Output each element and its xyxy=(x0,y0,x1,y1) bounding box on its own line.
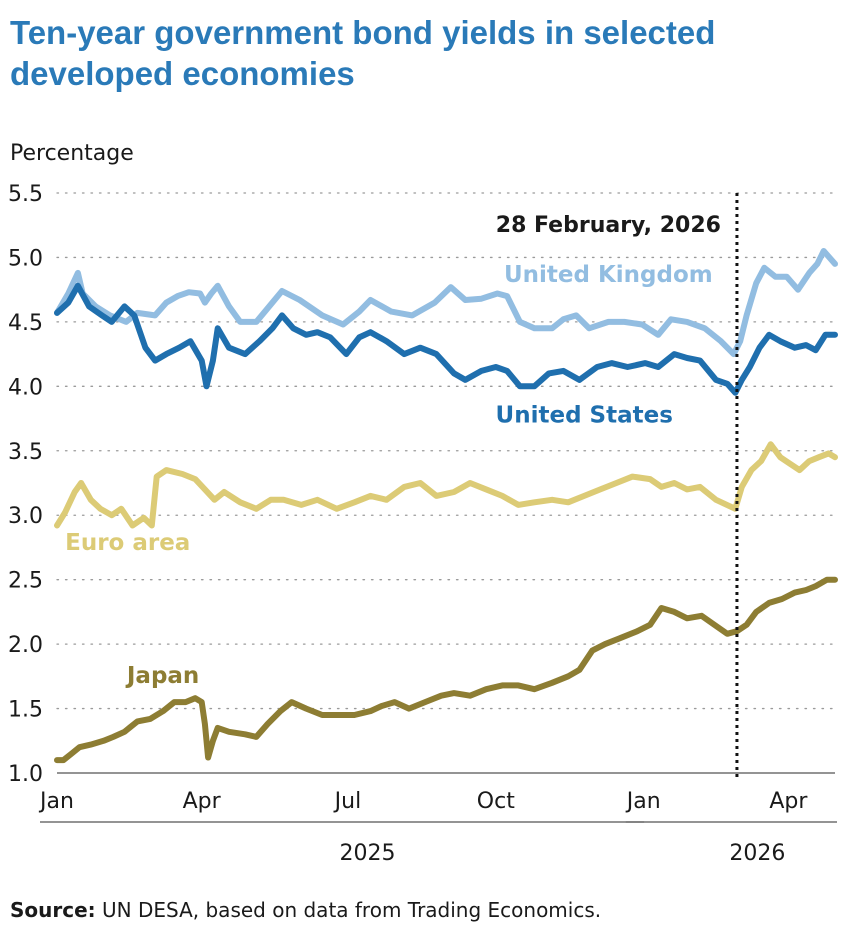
y-tick-label: 5.0 xyxy=(8,246,43,271)
y-tick-label: 2.0 xyxy=(8,633,43,658)
year-label: 2025 xyxy=(340,841,396,866)
series-line-united-states xyxy=(54,282,838,396)
grid-lines xyxy=(56,192,836,710)
annotation-label: 28 February, 2026 xyxy=(496,213,721,238)
source-label: Source: xyxy=(10,898,96,922)
y-tick-label: 2.5 xyxy=(8,569,43,594)
series-line-japan xyxy=(54,576,838,764)
source-text: UN DESA, based on data from Trading Econ… xyxy=(102,898,602,922)
y-axis-ticks: 1.0 1.5 2.0 2.5 3.0 3.5 4.0 4.5 5.0 5.5 xyxy=(8,182,43,787)
series-label: Japan xyxy=(125,663,199,689)
series-lines xyxy=(54,248,838,764)
y-tick-label: 5.5 xyxy=(8,182,43,207)
series-label: United Kingdom xyxy=(504,262,713,288)
y-axis-label: Percentage xyxy=(10,141,134,166)
y-tick-label: 3.0 xyxy=(8,504,43,529)
x-axis: Jan Apr Jul Oct Jan Apr 2025 2026 xyxy=(38,772,837,866)
y-tick-label: 1.0 xyxy=(8,762,43,787)
chart-title: Ten-year government bond yields in selec… xyxy=(10,14,716,92)
x-tick-label: Jan xyxy=(625,789,661,814)
series-line-euro-area xyxy=(54,441,838,529)
series-labels: United Kingdom United States Euro area Japa… xyxy=(65,262,713,689)
y-tick-label: 3.5 xyxy=(8,440,43,465)
year-label: 2026 xyxy=(729,841,785,866)
series-label: Euro area xyxy=(65,530,190,556)
series-label: United States xyxy=(496,402,673,428)
y-tick-label: 4.5 xyxy=(8,311,43,336)
x-tick-label: Jan xyxy=(38,789,74,814)
x-tick-label: Apr xyxy=(769,789,808,814)
x-tick-label: Oct xyxy=(477,789,515,814)
source-note: Source: UN DESA, based on data from Trad… xyxy=(10,898,601,922)
bond-yield-chart: Percentage 1.0 1.5 2.0 2.5 3.0 3.5 4.0 4.5 5.0 5.… xyxy=(8,141,838,866)
y-tick-label: 4.0 xyxy=(8,375,43,400)
y-tick-label: 1.5 xyxy=(8,698,43,723)
x-tick-label: Jul xyxy=(333,789,362,814)
annotation: 28 February, 2026 xyxy=(496,193,739,777)
x-tick-label: Apr xyxy=(183,789,222,814)
series-line-united-kingdom xyxy=(54,248,838,358)
